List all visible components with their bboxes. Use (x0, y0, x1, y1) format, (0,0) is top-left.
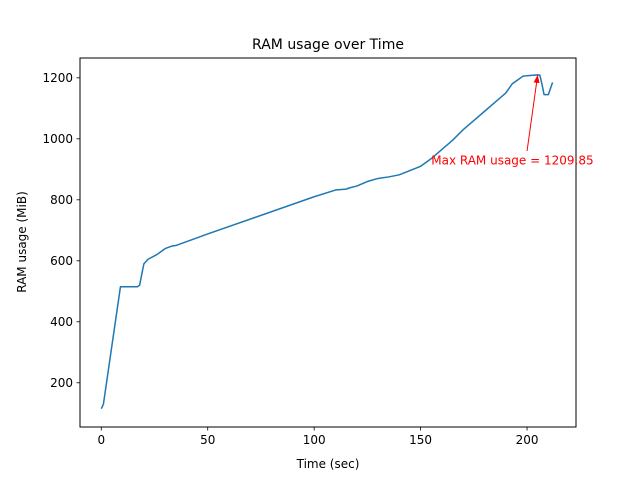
x-axis-label: Time (sec) (296, 457, 360, 471)
annotation-layer: Max RAM usage = 1209.85 (431, 74, 594, 168)
y-tick-label: 800 (50, 193, 73, 207)
x-tick-label: 150 (409, 433, 432, 447)
annotation-arrow-line (526, 74, 539, 152)
series-line-0 (100, 74, 554, 410)
plot-area (100, 74, 554, 410)
y-tick-label: 200 (50, 376, 73, 390)
chart-title: RAM usage over Time (252, 37, 404, 53)
annotation-text: Max RAM usage = 1209.85 (431, 154, 593, 168)
y-tick-label: 600 (50, 254, 73, 268)
x-tick-label: 0 (97, 433, 105, 447)
y-tick-label: 1200 (42, 71, 73, 85)
x-tick-label: 200 (516, 433, 539, 447)
annotation-arrowhead (533, 74, 540, 84)
y-axis-label: RAM usage (MiB) (15, 191, 29, 293)
axis-ticks: 0 50 100 150 200 200 400 600 800 1000 1200 (42, 71, 538, 447)
x-tick-label: 50 (200, 433, 215, 447)
y-tick-label: 1000 (42, 132, 73, 146)
y-tick-label: 400 (50, 315, 73, 329)
x-tick-label: 100 (303, 433, 326, 447)
axes-frame (79, 57, 577, 428)
